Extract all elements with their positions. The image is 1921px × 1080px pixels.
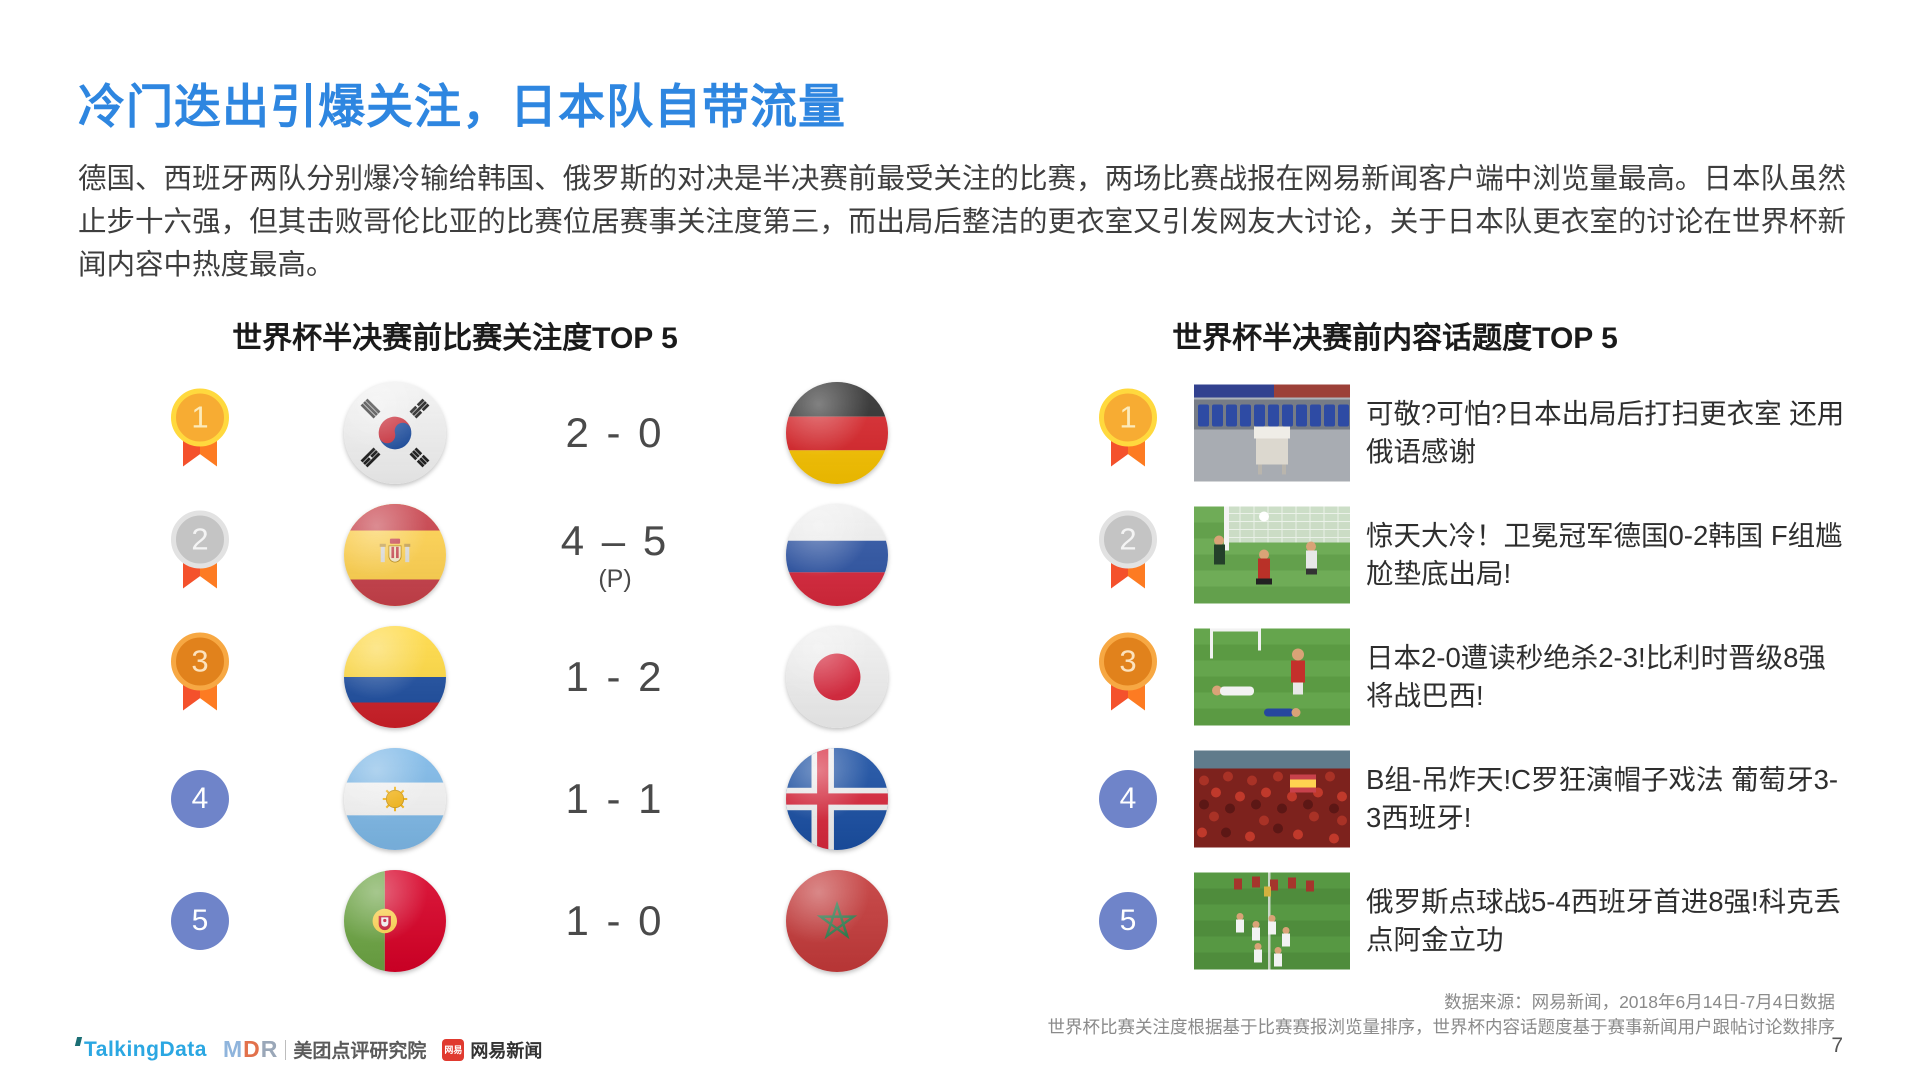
table-row: 1 [140, 372, 910, 494]
silver-medal-icon: 2 [1099, 510, 1157, 594]
topic-ranking-title: 世界杯半决赛前内容话题度TOP 5 [1172, 322, 1618, 355]
netease-logo-label: 网易新闻 [470, 1040, 543, 1061]
table-row: 5 1 - 0 [140, 860, 910, 982]
bronze-medal-icon: 3 [171, 632, 229, 716]
rank-number: 1 [1119, 399, 1137, 435]
rank-number: 3 [191, 643, 209, 679]
list-item: 2 惊天大冷！卫冕冠军德国0-2韩国 F组尴尬垫底出局! [1070, 494, 1870, 616]
germany-korea-goal-photo [1194, 506, 1350, 604]
rank-number: 4 [1119, 782, 1137, 815]
rank-number: 5 [1119, 904, 1137, 937]
list-item: 1 [1070, 372, 1870, 494]
rank-circle-icon: 4 [171, 770, 229, 828]
news-headline: 俄罗斯点球战5-4西班牙首进8强!科克丢点阿金立功 [1366, 886, 1842, 955]
body-paragraph: 德国、西班牙两队分别爆冷输给韩国、俄罗斯的对决是半决赛前最受关注的比赛，两场比赛… [78, 163, 1846, 281]
table-row: 2 4 – 5 [140, 494, 910, 616]
rank-number: 3 [1119, 643, 1137, 679]
rank-circle-icon: 5 [1099, 892, 1157, 950]
source-line-1: 数据来源：网易新闻，2018年6月14日-7月4日数据 [1444, 992, 1835, 1012]
flag-portugal-icon [344, 870, 446, 972]
gold-medal-icon: 1 [171, 388, 229, 472]
rank-circle-icon: 5 [171, 892, 229, 950]
meituan-dianping-logo: MDR 美团点评研究院 [223, 1036, 426, 1063]
flag-south-korea-icon [344, 382, 446, 484]
list-item: 4 [1070, 738, 1870, 860]
match-score: 2 - 0 [565, 409, 665, 456]
netease-news-logo: 网易 网易新闻 [442, 1037, 542, 1063]
flag-japan-icon [786, 626, 888, 728]
match-score: 4 – 5 (P) [560, 517, 670, 593]
talkingdata-logo: TalkingData [76, 1038, 207, 1062]
rank-number: 4 [191, 782, 209, 815]
mdr-logo-icon: MDR [222, 1036, 279, 1062]
bronze-medal-icon: 3 [1099, 632, 1157, 716]
match-score: 1 - 0 [565, 897, 665, 944]
russia-spain-celebration-photo [1194, 872, 1350, 970]
match-ranking-title: 世界杯半决赛前比赛关注度TOP 5 [232, 322, 678, 355]
rank-circle-icon: 4 [1099, 770, 1157, 828]
rank-number: 1 [191, 399, 209, 435]
topic-ranking-list: 1 [1070, 372, 1870, 982]
logo-divider [285, 1039, 287, 1060]
flag-germany-icon [786, 382, 888, 484]
page-title: 冷门迭出引爆关注，日本队自带流量 [78, 80, 846, 133]
flag-spain-icon [344, 504, 446, 606]
mdr-logo-label: 美团点评研究院 [293, 1041, 427, 1062]
data-source-note: 数据来源：网易新闻，2018年6月14日-7月4日数据 世界杯比赛关注度根据基于… [1048, 990, 1836, 1040]
japan-locker-room-photo [1194, 384, 1350, 482]
news-headline: 可敬?可怕?日本出局后打扫更衣室 还用俄语感谢 [1366, 398, 1845, 467]
news-headline: 日本2-0遭读秒绝杀2-3!比利时晋级8强将战巴西! [1366, 642, 1826, 711]
list-item: 5 [1070, 860, 1870, 982]
table-row: 4 [140, 738, 910, 860]
match-score: 1 - 2 [565, 653, 665, 700]
flag-russia-icon [786, 504, 888, 606]
news-headline: 惊天大冷！卫冕冠军德国0-2韩国 F组尴尬垫底出局! [1366, 520, 1843, 589]
flag-morocco-icon [786, 870, 888, 972]
netease-badge-icon: 网易 [442, 1038, 465, 1061]
news-headline: B组-吊炸天!C罗狂演帽子戏法 葡萄牙3-3西班牙! [1366, 764, 1839, 833]
portugal-spain-fans-photo [1194, 750, 1350, 848]
rank-number: 2 [191, 521, 209, 557]
table-row: 3 1 - 2 [140, 616, 910, 738]
silver-medal-icon: 2 [171, 510, 229, 594]
footer-logos: TalkingData MDR 美团点评研究院 网易 网易新闻 [76, 1036, 542, 1063]
flag-argentina-icon [344, 748, 446, 850]
flag-iceland-icon [786, 748, 888, 850]
japan-belgium-pitch-photo [1194, 628, 1350, 726]
flag-colombia-icon [344, 626, 446, 728]
rank-number: 2 [1119, 521, 1137, 557]
match-score: 1 - 1 [565, 775, 665, 822]
gold-medal-icon: 1 [1099, 388, 1157, 472]
source-line-2: 世界杯比赛关注度根据基于比赛赛报浏览量排序，世界杯内容话题度基于赛事新闻用户跟帖… [1047, 1017, 1836, 1037]
list-item: 3 [1070, 616, 1870, 738]
page-number: 7 [1831, 1034, 1843, 1057]
rank-number: 5 [191, 904, 209, 937]
match-ranking-list: 1 [140, 372, 910, 982]
